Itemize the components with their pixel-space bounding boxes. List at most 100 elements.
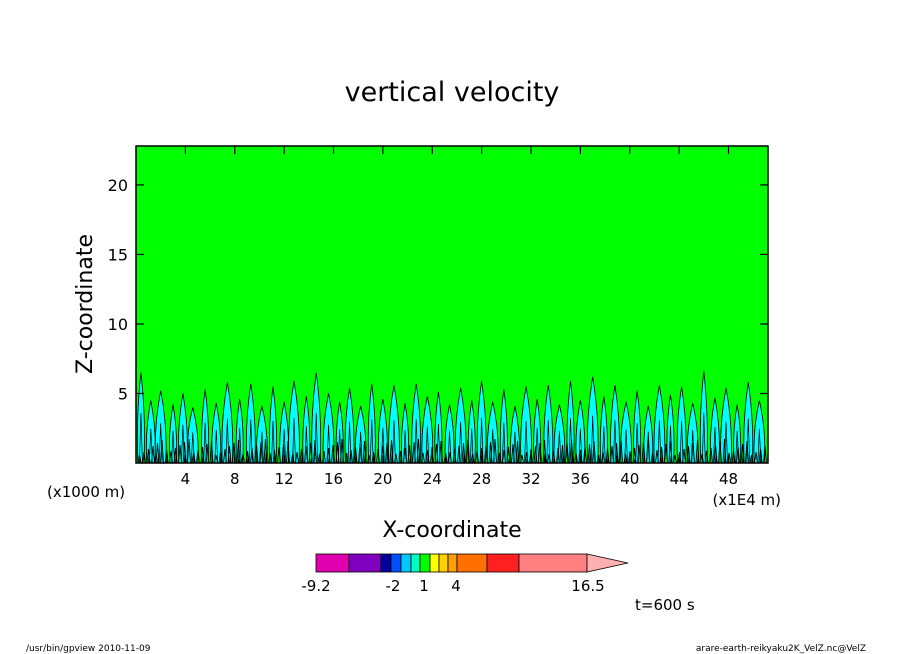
- x-tick-label: 24: [423, 470, 442, 488]
- surface-contour: [178, 444, 182, 463]
- surface-contour: [295, 451, 299, 463]
- surface-contour: [668, 440, 673, 463]
- surface-contour: [407, 444, 412, 463]
- surface-downdraft: [463, 449, 466, 463]
- surface-contour: [241, 453, 245, 463]
- surface-contour: [367, 454, 371, 463]
- surface-downdraft: [319, 451, 322, 463]
- surface-contour: [268, 452, 272, 463]
- plume-contour: [520, 386, 532, 463]
- surface-contour: [569, 438, 574, 463]
- colorbar-bin: [380, 553, 392, 573]
- surface-downdraft: [625, 455, 628, 463]
- plume-contour: [610, 385, 620, 463]
- surface-contour: [673, 454, 677, 463]
- plume-contour: [311, 372, 322, 463]
- surface-downdraft: [490, 450, 493, 463]
- plume-inner-contour: [501, 422, 506, 463]
- plume-inner-contour: [139, 413, 143, 463]
- surface-contour: [511, 443, 515, 463]
- plume-inner-contour: [190, 432, 195, 463]
- surface-contour: [605, 448, 610, 463]
- colorbar-bin: [447, 553, 458, 573]
- surface-contour: [574, 452, 578, 463]
- surface-contour: [763, 445, 767, 463]
- plume-inner-contour: [214, 430, 219, 463]
- plume-inner-contour: [414, 419, 419, 463]
- surface-downdraft: [418, 451, 421, 463]
- surface-contour: [277, 446, 281, 463]
- colorbar: -9.2 -2 1 4 16.5: [301, 553, 629, 595]
- surface-contour: [155, 442, 160, 463]
- surface-downdraft: [688, 450, 691, 463]
- surface-downdraft: [391, 450, 394, 463]
- plume-inner-contour: [148, 428, 153, 463]
- x-axis-ticks: 4 8 12 16 20 24 28 32 36 40 44 48: [181, 146, 738, 488]
- plume-inner-contour: [392, 420, 396, 463]
- surface-contour: [205, 443, 209, 463]
- surface-downdraft: [499, 454, 502, 463]
- colorbar-bin: [486, 553, 520, 573]
- surface-contour: [353, 446, 358, 463]
- surface-downdraft: [472, 453, 475, 463]
- surface-contour: [664, 443, 668, 463]
- plume-contour: [221, 382, 234, 463]
- x-tick-label: 28: [472, 470, 491, 488]
- x-tick-label: 44: [670, 470, 689, 488]
- plume-contour: [344, 387, 355, 463]
- y-axis-ticks: 5 10 15 20: [108, 176, 768, 403]
- surface-contour: [335, 441, 340, 463]
- surface-downdraft: [238, 459, 241, 463]
- plume-contour: [136, 372, 145, 463]
- surface-downdraft: [175, 453, 178, 463]
- plume-inner-contour: [403, 430, 407, 463]
- plume-contour: [543, 385, 554, 463]
- surface-downdraft: [292, 450, 295, 463]
- surface-contour: [448, 451, 452, 463]
- plume-contour: [201, 389, 210, 463]
- surface-downdraft: [445, 452, 448, 463]
- surface-downdraft: [229, 455, 232, 463]
- surface-contour: [376, 448, 380, 463]
- surface-downdraft: [535, 459, 538, 463]
- surface-contour: [632, 447, 637, 463]
- x-tick-label: 20: [373, 470, 392, 488]
- colorbar-bin: [438, 553, 449, 573]
- plume-inner-contour: [546, 420, 551, 463]
- surface-downdraft: [373, 453, 376, 463]
- surface-downdraft: [148, 452, 151, 463]
- surface-contour: [322, 450, 326, 463]
- y-tick-label: 5: [118, 384, 128, 403]
- surface-contour: [700, 453, 704, 463]
- plume-contour: [553, 404, 566, 463]
- surface-downdraft: [733, 459, 736, 463]
- plume-contour: [421, 396, 434, 463]
- colorbar-tick-label: 4: [451, 577, 461, 595]
- colorbar-bin: [518, 553, 588, 573]
- surface-contour: [529, 448, 533, 463]
- plume-inner-contour: [260, 431, 264, 463]
- surface-contour: [286, 440, 290, 463]
- surface-contour: [502, 449, 506, 463]
- surface-downdraft: [697, 454, 700, 463]
- surface-downdraft: [706, 458, 709, 463]
- plume-contour: [510, 405, 520, 463]
- plume-contour: [154, 390, 167, 463]
- surface-downdraft: [355, 456, 358, 463]
- surface-contour: [187, 438, 191, 463]
- surface-contour: [533, 445, 538, 463]
- surface-contour: [736, 446, 740, 463]
- surface-downdraft: [274, 453, 277, 463]
- surface-contour: [538, 442, 542, 463]
- surface-contour: [637, 444, 641, 463]
- surface-contour: [655, 449, 659, 463]
- plume-contour: [666, 394, 675, 463]
- x-tick-label: 4: [181, 470, 191, 488]
- surface-contour: [691, 442, 695, 463]
- surface-downdraft: [616, 451, 619, 463]
- surface-contour: [308, 442, 313, 463]
- surface-contour: [250, 447, 254, 463]
- surface-contour: [466, 439, 470, 463]
- plume-inner-contour: [447, 430, 452, 463]
- plume-inner-contour: [490, 429, 495, 463]
